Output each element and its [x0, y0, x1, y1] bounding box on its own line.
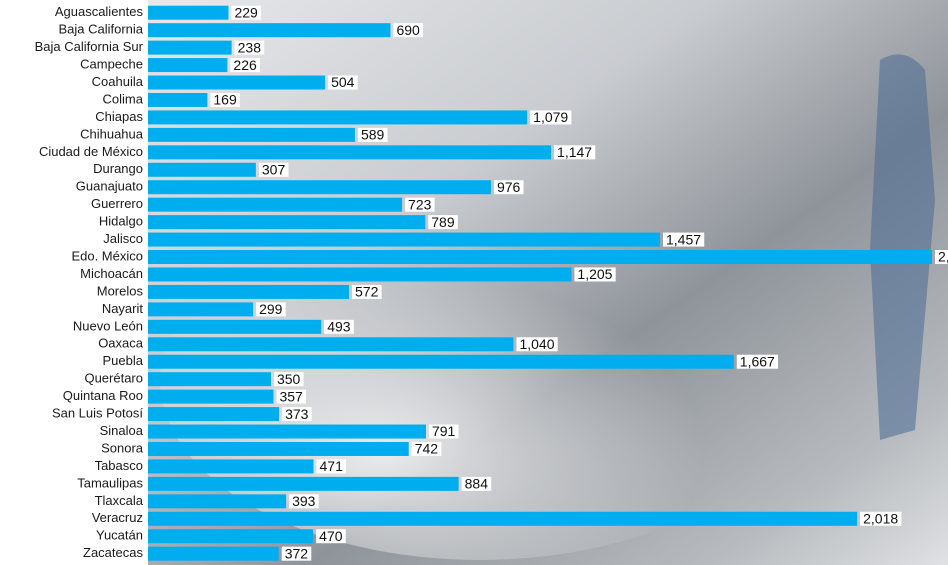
category-label: San Luis Potosí — [52, 406, 143, 421]
category-label: Puebla — [103, 353, 144, 368]
bar — [148, 23, 390, 37]
value-label: 884 — [465, 476, 489, 492]
category-label: Veracruz — [92, 510, 143, 525]
category-label: Chiapas — [95, 109, 143, 124]
value-label: 493 — [327, 319, 351, 335]
category-label: Nuevo León — [73, 318, 143, 333]
bar — [148, 494, 286, 508]
category-label: Tlaxcala — [95, 493, 144, 508]
category-label: Ciudad de México — [39, 144, 143, 159]
value-label: 1,457 — [666, 231, 701, 247]
category-label: Quintana Roo — [63, 388, 143, 403]
bar — [148, 6, 228, 20]
value-label: 373 — [285, 406, 309, 422]
category-label: Edo. México — [71, 248, 143, 263]
bar — [148, 407, 279, 421]
bar — [148, 372, 271, 386]
category-label: Durango — [93, 161, 143, 176]
bar — [148, 477, 459, 491]
category-label: Coahuila — [92, 74, 144, 89]
bar — [148, 76, 325, 90]
bar — [148, 180, 491, 194]
category-label: Querétaro — [84, 371, 143, 386]
bar — [148, 442, 409, 456]
value-label: 238 — [238, 39, 262, 55]
value-label: 169 — [213, 92, 237, 108]
value-label: 791 — [432, 423, 456, 439]
value-label: 1,040 — [519, 336, 554, 352]
category-label: Campeche — [80, 57, 143, 72]
category-label: Baja California — [58, 22, 143, 37]
bar — [148, 128, 355, 142]
category-label: Oaxaca — [98, 336, 144, 351]
bar — [148, 58, 227, 72]
category-label: Tabasco — [95, 458, 143, 473]
chart: Aguascalientes 229 Baja California 690 Baja … — [0, 0, 948, 565]
value-label: 2,231 — [938, 249, 948, 265]
value-label: 350 — [277, 371, 301, 387]
bar — [148, 320, 321, 334]
value-label: 504 — [331, 74, 355, 90]
bar — [148, 41, 232, 55]
bar — [148, 459, 314, 473]
value-label: 789 — [431, 214, 455, 230]
value-label: 2,018 — [863, 510, 898, 526]
bar — [148, 529, 313, 543]
bar — [148, 390, 273, 404]
value-label: 471 — [320, 458, 344, 474]
category-label: Colima — [103, 91, 144, 106]
bar — [148, 145, 551, 159]
value-label: 372 — [285, 545, 309, 561]
value-label: 1,079 — [533, 109, 568, 125]
category-label: Sonora — [101, 440, 144, 455]
bar — [148, 198, 402, 212]
category-label: Yucatán — [96, 528, 143, 543]
bar — [148, 337, 513, 351]
value-label: 742 — [415, 441, 439, 457]
bar — [148, 285, 349, 299]
value-label: 470 — [319, 528, 343, 544]
category-label: Sinaloa — [100, 423, 144, 438]
category-label: Tamaulipas — [77, 475, 143, 490]
category-label: Zacatecas — [83, 545, 143, 560]
value-label: 393 — [292, 493, 316, 509]
category-label: Morelos — [97, 283, 144, 298]
value-label: 229 — [234, 4, 258, 20]
value-label: 690 — [396, 22, 420, 38]
bar — [148, 233, 660, 247]
value-label: 307 — [262, 161, 286, 177]
bar — [148, 267, 571, 281]
value-label: 723 — [408, 196, 432, 212]
value-label: 357 — [279, 388, 303, 404]
category-label: Aguascalientes — [55, 4, 144, 19]
category-label: Nayarit — [102, 301, 144, 316]
bar — [148, 215, 425, 229]
value-label: 572 — [355, 284, 379, 300]
bar — [148, 547, 279, 561]
value-label: 226 — [233, 57, 257, 73]
category-label: Guanajuato — [76, 179, 143, 194]
category-label: Hidalgo — [99, 214, 143, 229]
category-label: Jalisco — [103, 231, 143, 246]
value-label: 1,147 — [557, 144, 592, 160]
bar — [148, 110, 527, 124]
value-label: 976 — [497, 179, 521, 195]
bar — [148, 512, 857, 526]
bar — [148, 93, 207, 107]
bar — [148, 250, 932, 264]
bar — [148, 425, 426, 439]
category-label: Chihuahua — [80, 126, 144, 141]
bar — [148, 302, 253, 316]
value-label: 299 — [259, 301, 283, 317]
category-label: Guerrero — [91, 196, 143, 211]
category-label: Baja California Sur — [35, 39, 144, 54]
value-label: 589 — [361, 127, 385, 143]
value-label: 1,667 — [740, 353, 775, 369]
bar — [148, 355, 734, 369]
bar — [148, 163, 256, 177]
value-label: 1,205 — [577, 266, 612, 282]
category-label: Michoacán — [80, 266, 143, 281]
